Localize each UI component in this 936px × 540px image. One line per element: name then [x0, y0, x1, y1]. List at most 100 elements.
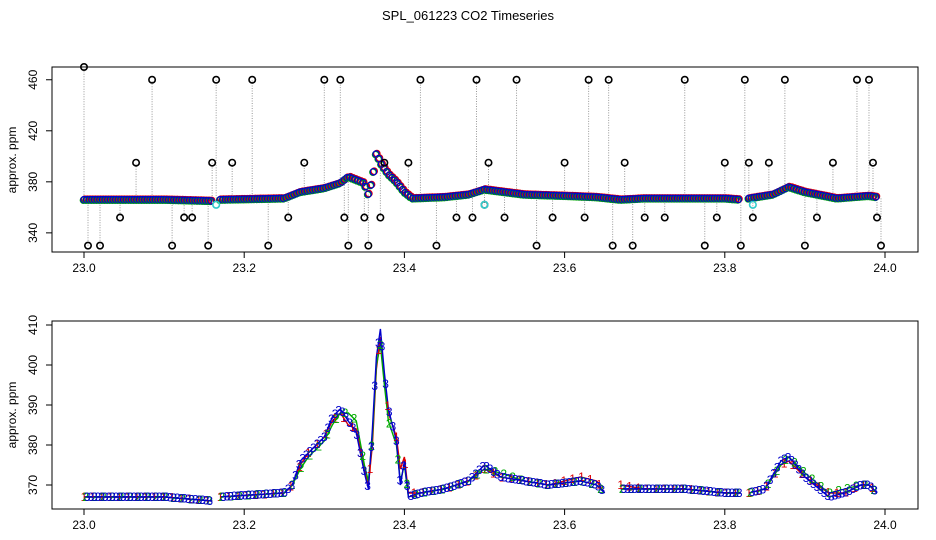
series-2-marker-label: 2 — [725, 486, 732, 500]
series-3-marker-label: 3 — [260, 487, 267, 501]
series-2-marker-label: 2 — [853, 479, 860, 493]
series-3-marker-label: 3 — [242, 488, 249, 502]
series-3-marker-label: 3 — [871, 484, 878, 498]
spike-point — [512, 75, 521, 84]
baseline-point-series-3 — [734, 195, 743, 204]
series-1-marker-label: 1 — [705, 484, 712, 498]
spike-point — [416, 75, 425, 84]
series-2-marker-label: 2 — [619, 482, 626, 496]
series-3-marker-label: 3 — [767, 473, 774, 487]
series-1-marker-label: 1 — [367, 462, 374, 476]
series-3-marker-label: 3 — [335, 404, 342, 418]
series-1-marker-label: 1 — [869, 481, 876, 495]
series-3-marker-label: 3 — [138, 490, 145, 504]
series-2-marker-label: 2 — [377, 338, 384, 352]
series-3-marker-label: 3 — [105, 490, 112, 504]
series-3-marker-label: 3 — [84, 490, 91, 504]
series-3-marker-label: 3 — [328, 412, 335, 426]
series-3-marker-label: 3 — [415, 487, 422, 501]
series-3-marker-label: 3 — [799, 467, 806, 481]
top-y-axis: 340 380 420 460 — [26, 69, 52, 243]
series-3-line — [84, 496, 213, 502]
series-3-marker-label: 3 — [303, 448, 310, 462]
series-3-marker-label: 3 — [548, 478, 555, 492]
series-3-marker-label: 3 — [498, 470, 505, 484]
series-3-marker-label: 3 — [368, 440, 375, 454]
series-3-marker-label: 3 — [599, 483, 606, 497]
series-3-marker-label: 3 — [628, 482, 635, 496]
series-3-marker-label: 3 — [788, 454, 795, 468]
series-3-marker-label: 3 — [635, 482, 642, 496]
spike-point — [744, 158, 753, 167]
series-3-marker-label: 3 — [736, 486, 743, 500]
series-1-marker-label: 1 — [314, 437, 321, 451]
x-tick-label: 23.4 — [393, 518, 417, 532]
series-3-marker-label: 3 — [339, 405, 346, 419]
series-3-marker-label: 3 — [174, 491, 181, 505]
series-3-marker-label: 3 — [570, 475, 577, 489]
series-3-marker-label: 3 — [552, 477, 559, 491]
spike-point — [208, 158, 217, 167]
series-3-marker-label: 3 — [102, 490, 109, 504]
series-3-marker-label: 3 — [675, 482, 682, 496]
series-1-marker-label: 1 — [525, 475, 532, 489]
series-2-marker-label: 2 — [144, 490, 151, 504]
series-1-marker-label: 1 — [270, 487, 277, 501]
baseline-point-series-3 — [207, 197, 215, 205]
series-3-marker-label: 3 — [462, 475, 469, 489]
y-tick-label: 460 — [26, 69, 40, 89]
series-3-marker-label: 3 — [853, 480, 860, 494]
series-3-marker-label: 3 — [472, 467, 479, 481]
series-1-marker-label: 1 — [798, 467, 805, 481]
series-3-marker-label: 3 — [227, 489, 234, 503]
spike-point — [336, 75, 345, 84]
series-3-marker-label: 3 — [828, 489, 835, 503]
series-1-marker-label: 1 — [261, 487, 268, 501]
series-3-marker-label: 3 — [541, 477, 548, 491]
series-1-marker-label: 1 — [116, 490, 123, 504]
series-2-marker-label: 2 — [862, 478, 869, 492]
series-2-marker-label: 2 — [791, 456, 798, 470]
bottom-panel: approx. ppm 23.0 23.2 23.4 23.6 23.8 24.0 370… — [5, 315, 919, 532]
series-3-marker-label: 3 — [508, 472, 515, 486]
series-3-marker-label: 3 — [685, 482, 692, 496]
series-2-marker-label: 2 — [403, 477, 410, 491]
series-3-marker-label: 3 — [206, 494, 213, 508]
series-3-marker-label: 3 — [231, 489, 238, 503]
series-2-marker-label: 2 — [351, 412, 358, 426]
series-1-marker-label: 1 — [644, 482, 651, 496]
spike-point — [748, 213, 757, 222]
series-3-marker-label: 3 — [199, 493, 206, 507]
series-3-marker-label: 3 — [234, 489, 241, 503]
series-1-marker-label: 1 — [679, 482, 686, 496]
series-3-marker-label: 3 — [163, 490, 170, 504]
series-3-marker-label: 3 — [824, 489, 831, 503]
spike-point — [80, 62, 89, 71]
y-tick-label: 370 — [26, 475, 40, 495]
series-3-marker-label: 3 — [821, 486, 828, 500]
series-2-marker-label: 2 — [663, 482, 670, 496]
series-3-marker-label: 3 — [325, 421, 332, 435]
series-2-marker-label: 2 — [733, 486, 740, 500]
y-tick-label: 390 — [26, 395, 40, 415]
series-2-marker-label: 2 — [544, 478, 551, 492]
series-1-marker-label: 1 — [490, 466, 497, 480]
series-2-marker-label: 2 — [536, 476, 543, 490]
series-3-marker-label: 3 — [494, 468, 501, 482]
series-1-marker-label: 1 — [437, 483, 444, 497]
spike-point — [468, 213, 477, 222]
x-tick-label: 24.0 — [873, 261, 897, 275]
series-2-marker-label: 2 — [456, 477, 463, 491]
series-1-marker-label: 1 — [596, 478, 603, 492]
series-3-marker-label: 3 — [721, 486, 728, 500]
series-3-marker-label: 3 — [418, 486, 425, 500]
series-3-marker-label: 3 — [756, 483, 763, 497]
series-1-marker-label: 1 — [834, 486, 841, 500]
spike-point — [148, 75, 157, 84]
series-3-marker-label: 3 — [314, 437, 321, 451]
series-1-line — [220, 336, 606, 498]
series-2-marker-label: 2 — [774, 464, 781, 478]
series-3-marker-label: 3 — [512, 472, 519, 486]
series-2-marker-label: 2 — [227, 489, 234, 503]
series-2-marker-label: 2 — [245, 488, 252, 502]
